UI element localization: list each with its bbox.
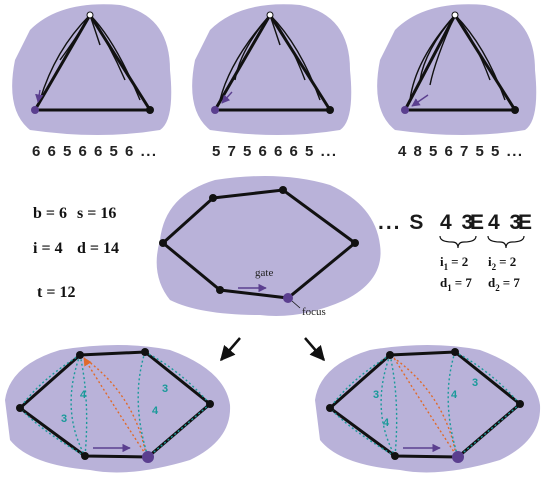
param-t: t = 12 <box>37 284 75 301</box>
sequence-3: 4 8 5 6 7 5 5 ... <box>398 143 524 160</box>
bl-label-2: 3 <box>61 413 67 425</box>
bl-label-3: 4 <box>152 405 159 417</box>
d2-symbol: d <box>488 275 496 290</box>
br-label-3: 4 <box>451 389 458 401</box>
word-prefix: ... S <box>378 211 425 234</box>
arrow-left-down <box>220 337 241 362</box>
word-sequence: ... S 4 3 E 4 3 E <box>378 211 534 249</box>
d2-value: = 7 <box>503 275 521 290</box>
i2-subscript: 2 <box>492 262 497 272</box>
triangle-2 <box>192 4 352 136</box>
bl-label-1: 4 <box>80 389 87 401</box>
word-part2: 4 3 <box>488 211 523 234</box>
i2-value: = 2 <box>499 254 516 269</box>
i1-value: = 2 <box>451 254 468 269</box>
word-mid: E <box>470 211 486 234</box>
param-d: d = 14 <box>77 240 119 257</box>
sequence-2: 5 7 5 6 6 6 5 ... <box>212 143 338 160</box>
d1-symbol: d <box>440 275 448 290</box>
hexagon-bottom-left: 4 3 4 3 <box>5 345 231 473</box>
svg-text:d1= 7: d1 = 7 <box>440 275 472 293</box>
i2-symbol: i <box>488 254 492 269</box>
param-b: b = 6 <box>33 205 67 222</box>
word-annotations: i1 = 2 d1 = 7 i2 = 2 d2 = 7 <box>440 254 520 293</box>
br-label-2: 4 <box>383 417 390 429</box>
triangle-1 <box>12 4 172 136</box>
param-i: i = 4 <box>33 240 63 257</box>
svg-text:d2= 7: d2 = 7 <box>488 275 520 293</box>
br-label-4: 3 <box>472 377 478 389</box>
i1-subscript: 1 <box>444 262 449 272</box>
arrow-right-down <box>304 337 325 362</box>
d1-subscript: 1 <box>447 283 452 293</box>
triangle-3 <box>377 4 537 136</box>
hexagon-bottom-right: 3 4 4 3 <box>315 345 541 473</box>
word-part1: 4 3 <box>440 211 475 234</box>
svg-text:i2= 2: i2 = 2 <box>488 254 516 272</box>
word-end: E <box>518 211 534 234</box>
hexagon-middle: gate focus <box>156 176 381 318</box>
bl-label-4: 3 <box>162 383 168 395</box>
gate-label: gate <box>255 267 273 279</box>
focus-label: focus <box>302 306 326 318</box>
d2-subscript: 2 <box>495 283 500 293</box>
br-label-1: 3 <box>373 389 379 401</box>
i1-symbol: i <box>440 254 444 269</box>
svg-text:i1= 2: i1 = 2 <box>440 254 468 272</box>
d1-value: = 7 <box>455 275 473 290</box>
param-s: s = 16 <box>77 205 116 222</box>
sequence-1: 6 6 5 6 6 5 6 ... <box>32 143 158 160</box>
